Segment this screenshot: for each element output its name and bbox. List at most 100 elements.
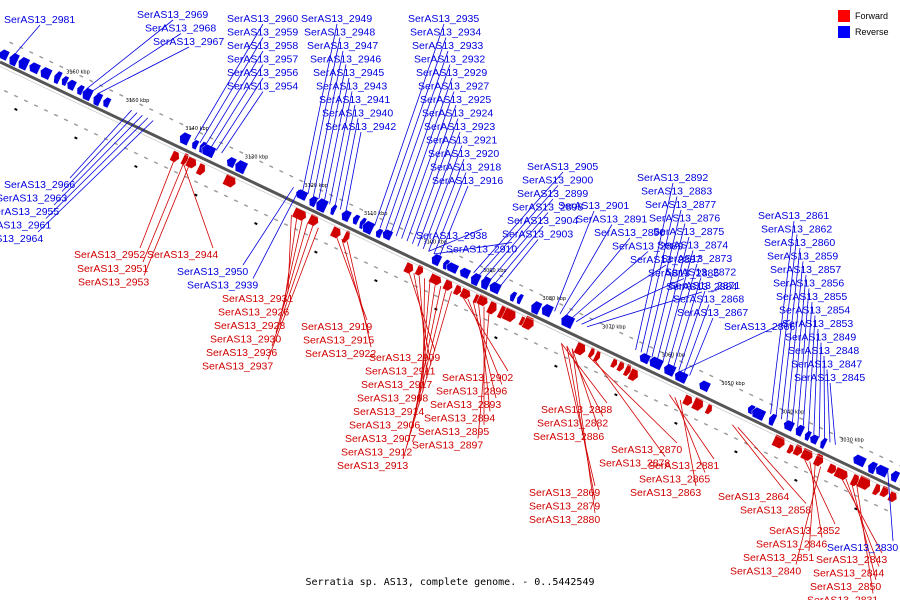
reverse-gene-label: SerAS13_2847 xyxy=(791,359,862,371)
reverse-gene-label: SerAS13_2950 xyxy=(177,266,248,278)
reverse-gene-label: SerAS13_2961 xyxy=(0,220,51,232)
track-dot-lower xyxy=(33,104,39,108)
reverse-gene-11 xyxy=(102,96,112,109)
reverse-leader-line xyxy=(313,50,344,197)
reverse-gene-label: SerAS13_2924 xyxy=(422,108,493,120)
reverse-gene-9 xyxy=(82,87,95,102)
reverse-gene-16 xyxy=(226,156,238,169)
track-dot-lower xyxy=(433,294,439,298)
reverse-leader-line xyxy=(813,328,819,435)
reverse-gene-label: SerAS13_2884 xyxy=(666,281,737,293)
forward-leader-line xyxy=(571,348,596,514)
forward-gene-9 xyxy=(402,261,414,275)
track-dot-lower xyxy=(333,246,339,250)
track-dot-upper xyxy=(199,131,204,135)
forward-gene-label: SerAS13_2936 xyxy=(206,347,277,359)
reverse-gene-label: SerAS13_2946 xyxy=(310,54,381,66)
track-dot-upper xyxy=(859,445,864,449)
reverse-leader-line xyxy=(334,104,356,207)
reverse-leader-line xyxy=(478,185,559,276)
track-dot-lower xyxy=(233,199,239,203)
reverse-leader-line xyxy=(210,64,264,149)
track-dot-lower xyxy=(273,218,279,222)
forward-gene-22 xyxy=(573,341,586,356)
reverse-gene-label: SerAS13_2856 xyxy=(773,278,844,290)
reverse-gene-label: SerAS13_2883 xyxy=(641,186,712,198)
reverse-gene-label: SerAS13_2898 xyxy=(512,202,583,214)
track-dot-upper xyxy=(749,393,754,397)
track-dot-lower xyxy=(263,213,269,217)
track-dot-lower xyxy=(193,180,199,184)
reverse-leader-line xyxy=(37,120,154,233)
forward-leader-line xyxy=(143,166,190,276)
leader-lines-layer xyxy=(14,19,894,594)
forward-leader-line xyxy=(566,345,596,500)
gene-labels-layer: SerAS13_2981 SerAS13_2969SerAS13_2968SerA… xyxy=(0,9,898,600)
reverse-leader-line xyxy=(797,288,810,427)
track-dot-upper xyxy=(119,93,124,97)
track-dot-upper xyxy=(369,212,374,216)
reverse-gene-label: SerAS13_2905 xyxy=(527,161,598,173)
track-dot-lower xyxy=(523,337,529,341)
track-dot-lower xyxy=(73,123,79,127)
reverse-gene-label: SerAS13_2848 xyxy=(788,345,859,357)
reverse-gene-label: SerAS13_2916 xyxy=(432,175,503,187)
reverse-gene-label: SerAS13_2892 xyxy=(637,172,708,184)
forward-leader-line xyxy=(561,343,608,404)
track-dot-upper xyxy=(379,217,384,221)
track-dot-lower xyxy=(783,460,789,464)
kbp-scale-label: 3120 kbp xyxy=(304,183,328,189)
track-mark xyxy=(674,421,678,425)
track-dot-lower xyxy=(673,408,679,412)
reverse-leader-line xyxy=(61,112,138,192)
reverse-gene-label: SerAS13_2948 xyxy=(304,27,375,39)
forward-gene-12 xyxy=(441,278,453,292)
track-dot-lower xyxy=(283,223,289,227)
track-dot-lower xyxy=(733,437,739,441)
track-dot-upper xyxy=(659,350,664,354)
reverse-gene-41 xyxy=(649,356,665,371)
reverse-leader-line xyxy=(433,172,467,255)
legend: Forward Reverse xyxy=(838,10,889,38)
reverse-leader-line xyxy=(406,104,457,242)
forward-gene-label: SerAS13_2922 xyxy=(305,348,376,360)
reverse-gene-12 xyxy=(179,131,192,147)
forward-gene-label: SerAS13_2843 xyxy=(816,554,887,566)
reverse-leader-line xyxy=(252,189,300,279)
forward-gene-label: SerAS13_2906 xyxy=(349,420,420,432)
track-dot-lower xyxy=(153,161,159,165)
genome-caption: Serratia sp. AS13, complete genome. - 0.… xyxy=(305,577,595,588)
forward-gene-label: SerAS13_2863 xyxy=(630,487,701,499)
track-dot-lower xyxy=(593,370,599,374)
reverse-leader-line xyxy=(689,317,714,376)
track-dot-upper xyxy=(389,222,394,226)
track-dot-lower xyxy=(493,322,499,326)
track-dot-upper xyxy=(129,98,134,102)
reverse-gene-label: SerAS13_2929 xyxy=(416,67,487,79)
genome-backbone-line xyxy=(0,60,900,492)
reverse-leader-line xyxy=(500,239,539,286)
track-dot-lower xyxy=(823,479,829,483)
forward-gene-3 xyxy=(195,162,206,176)
reverse-gene-label: SerAS13_2853 xyxy=(782,318,853,330)
forward-gene-37 xyxy=(826,462,837,475)
forward-gene-label: SerAS13_2907 xyxy=(345,433,416,445)
reverse-gene-label: SerAS13_2935 xyxy=(408,13,479,25)
forward-gene-label: SerAS13_2850 xyxy=(810,581,881,593)
forward-leader-line xyxy=(808,464,816,552)
forward-gene-0 xyxy=(169,150,180,163)
track-dot-lower xyxy=(463,308,469,312)
track-dot-upper xyxy=(849,440,854,444)
track-dot-upper xyxy=(709,374,714,378)
reverse-gene-51 xyxy=(809,434,820,446)
forward-gene-label: SerAS13_2913 xyxy=(337,460,408,472)
reverse-gene-38 xyxy=(541,303,555,319)
track-dot-lower xyxy=(353,256,359,260)
reverse-gene-36 xyxy=(516,293,525,305)
forward-gene-19 xyxy=(501,306,516,323)
reverse-gene-label: SerAS13_2925 xyxy=(420,94,491,106)
track-dot-upper xyxy=(29,51,34,54)
track-dot-lower xyxy=(163,166,169,170)
forward-gene-label: SerAS13_2881 xyxy=(648,460,719,472)
track-dot-upper xyxy=(459,255,464,259)
